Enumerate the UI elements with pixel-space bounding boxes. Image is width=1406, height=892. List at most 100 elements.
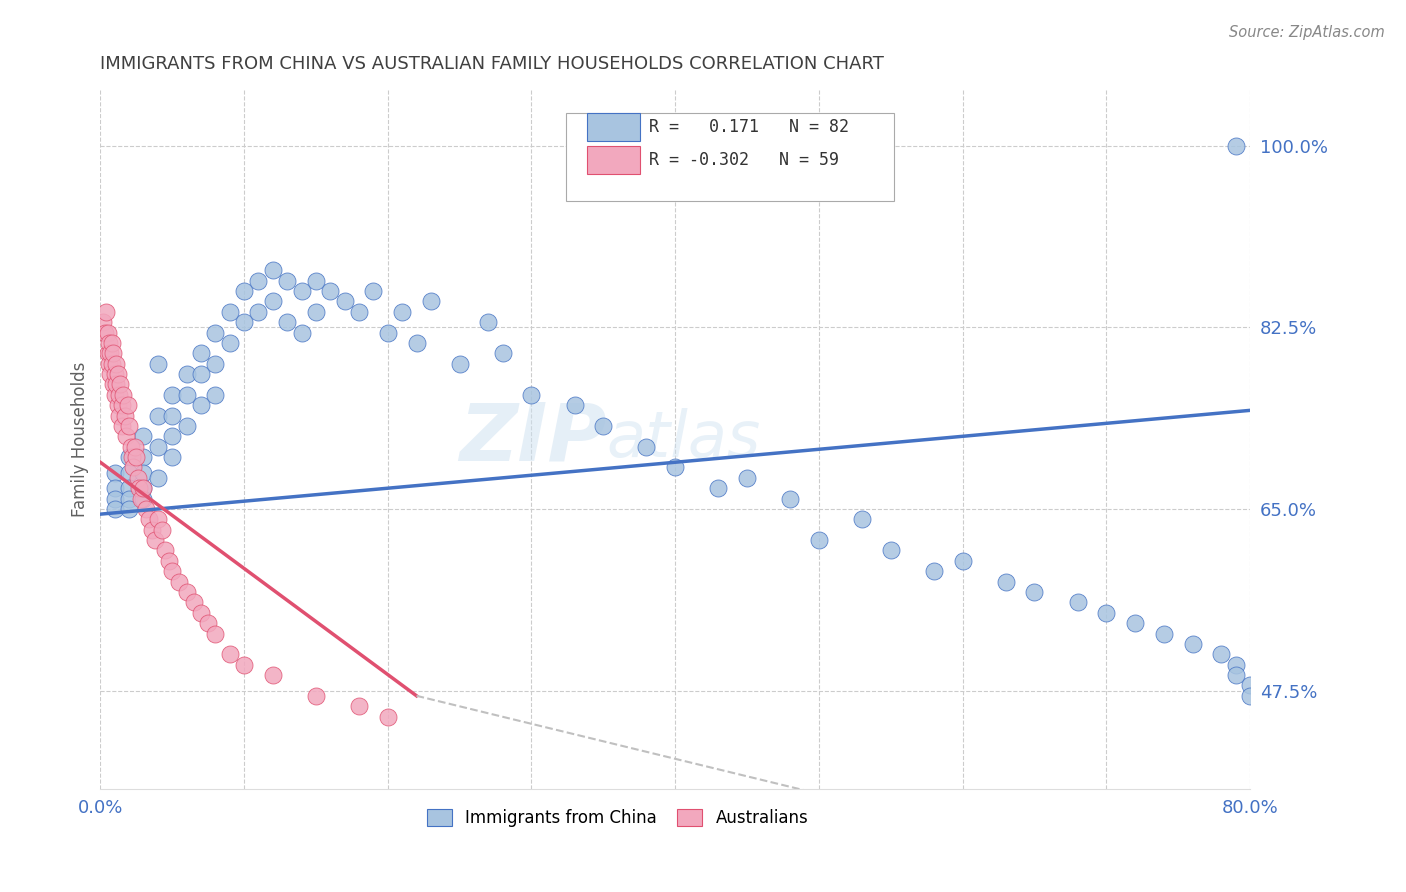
Point bbox=[218, 335, 240, 350]
Point bbox=[176, 367, 198, 381]
Point bbox=[104, 502, 127, 516]
Point bbox=[118, 481, 141, 495]
Point bbox=[276, 274, 298, 288]
Text: Source: ZipAtlas.com: Source: ZipAtlas.com bbox=[1229, 25, 1385, 40]
Point bbox=[305, 274, 328, 288]
Point bbox=[101, 335, 124, 350]
Text: ZIP: ZIP bbox=[458, 400, 606, 478]
Point bbox=[190, 346, 212, 360]
Point bbox=[141, 523, 163, 537]
Point bbox=[779, 491, 801, 506]
Point bbox=[233, 284, 256, 298]
Point bbox=[157, 554, 180, 568]
Y-axis label: Family Households: Family Households bbox=[72, 361, 89, 516]
Point bbox=[138, 512, 160, 526]
Point bbox=[135, 502, 157, 516]
Point bbox=[405, 335, 427, 350]
Point bbox=[104, 466, 127, 480]
Point bbox=[492, 346, 515, 360]
Point bbox=[111, 418, 134, 433]
Point bbox=[104, 491, 127, 506]
Point bbox=[592, 418, 614, 433]
Point bbox=[1239, 678, 1261, 692]
Point bbox=[118, 502, 141, 516]
Point bbox=[108, 388, 131, 402]
Point bbox=[204, 326, 226, 340]
Point bbox=[922, 564, 945, 578]
Point bbox=[105, 357, 128, 371]
Point bbox=[1066, 595, 1088, 609]
Point bbox=[98, 357, 121, 371]
Point bbox=[100, 346, 122, 360]
Point bbox=[132, 491, 155, 506]
Point bbox=[363, 284, 385, 298]
Point bbox=[146, 512, 169, 526]
Point bbox=[262, 668, 284, 682]
Point bbox=[176, 585, 198, 599]
Point bbox=[160, 388, 183, 402]
Point bbox=[1239, 689, 1261, 703]
Point bbox=[247, 274, 270, 288]
Point bbox=[176, 388, 198, 402]
Point bbox=[96, 346, 118, 360]
Point bbox=[664, 460, 686, 475]
Point bbox=[153, 543, 176, 558]
Point bbox=[118, 466, 141, 480]
Point bbox=[132, 450, 155, 464]
Point bbox=[160, 450, 183, 464]
Point bbox=[1024, 585, 1046, 599]
Point bbox=[124, 440, 146, 454]
Point bbox=[150, 523, 173, 537]
Point bbox=[176, 418, 198, 433]
Point bbox=[707, 481, 730, 495]
Point bbox=[115, 429, 138, 443]
Point bbox=[233, 315, 256, 329]
Point bbox=[96, 326, 118, 340]
Point bbox=[564, 398, 586, 412]
Point bbox=[1211, 648, 1233, 662]
Point bbox=[127, 471, 149, 485]
Point bbox=[117, 398, 139, 412]
Point bbox=[1123, 616, 1146, 631]
Point bbox=[112, 388, 135, 402]
Point bbox=[333, 294, 356, 309]
Point bbox=[190, 398, 212, 412]
Point bbox=[103, 377, 125, 392]
Point bbox=[204, 388, 226, 402]
Point bbox=[204, 626, 226, 640]
Point bbox=[120, 440, 142, 454]
Point bbox=[347, 304, 370, 318]
Point bbox=[104, 388, 127, 402]
Point bbox=[103, 346, 125, 360]
Point bbox=[146, 440, 169, 454]
Point bbox=[290, 326, 312, 340]
Point bbox=[160, 429, 183, 443]
Point bbox=[100, 367, 122, 381]
Point bbox=[636, 440, 658, 454]
Text: R =   0.171   N = 82: R = 0.171 N = 82 bbox=[648, 118, 849, 136]
Point bbox=[118, 450, 141, 464]
FancyBboxPatch shape bbox=[586, 146, 640, 174]
Point bbox=[1095, 606, 1118, 620]
Point bbox=[290, 284, 312, 298]
Point bbox=[125, 450, 148, 464]
Point bbox=[247, 304, 270, 318]
Point bbox=[994, 574, 1017, 589]
Point bbox=[735, 471, 758, 485]
Point bbox=[146, 409, 169, 423]
Point bbox=[110, 377, 132, 392]
Point bbox=[952, 554, 974, 568]
Point bbox=[160, 409, 183, 423]
Point bbox=[143, 533, 166, 547]
Point bbox=[118, 491, 141, 506]
Point bbox=[107, 398, 129, 412]
Point bbox=[262, 263, 284, 277]
Point bbox=[121, 450, 143, 464]
Text: R = -0.302   N = 59: R = -0.302 N = 59 bbox=[648, 151, 839, 169]
Point bbox=[477, 315, 499, 329]
Point bbox=[98, 335, 121, 350]
Point bbox=[118, 418, 141, 433]
Point bbox=[111, 398, 134, 412]
Point bbox=[93, 326, 115, 340]
FancyBboxPatch shape bbox=[586, 113, 640, 141]
